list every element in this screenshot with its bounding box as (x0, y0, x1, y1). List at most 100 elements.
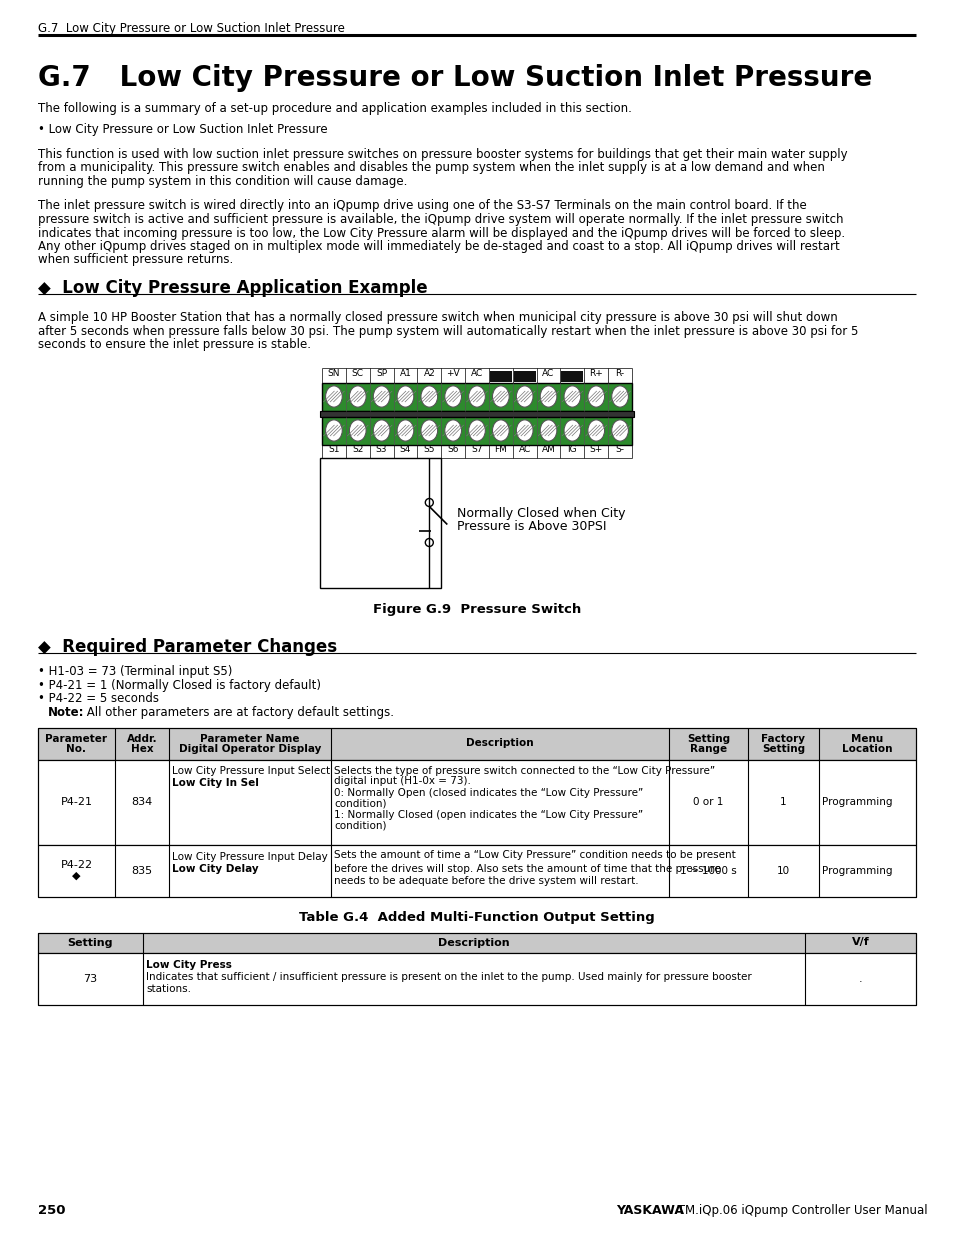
Text: Low City In Sel: Low City In Sel (172, 778, 258, 788)
Text: after 5 seconds when pressure falls below 30 psi. The pump system will automatic: after 5 seconds when pressure falls belo… (38, 325, 858, 337)
Text: This function is used with low suction inlet pressure switches on pressure boost: This function is used with low suction i… (38, 148, 846, 161)
Text: Low City Delay: Low City Delay (172, 864, 258, 874)
Ellipse shape (325, 385, 342, 408)
Text: S5: S5 (423, 445, 435, 453)
Ellipse shape (444, 420, 461, 441)
Text: pressure switch is active and sufficient pressure is available, the iQpump drive: pressure switch is active and sufficient… (38, 212, 842, 226)
Text: Menu: Menu (850, 734, 882, 743)
Text: 0: Normally Open (closed indicates the “Low City Pressure”: 0: Normally Open (closed indicates the “… (334, 788, 642, 798)
Text: S7: S7 (471, 445, 482, 453)
Text: FM: FM (494, 445, 507, 453)
Bar (38, 727, 915, 760)
Text: Description: Description (466, 739, 534, 748)
Text: Parameter: Parameter (46, 734, 108, 743)
Text: Indicates that sufficient / insufficient pressure is present on the inlet to the: Indicates that sufficient / insufficient… (146, 972, 751, 982)
Text: Range: Range (689, 743, 726, 753)
Text: seconds to ensure the inlet pressure is stable.: seconds to ensure the inlet pressure is … (38, 338, 311, 351)
Text: R-: R- (615, 369, 624, 378)
Ellipse shape (396, 385, 414, 408)
Circle shape (425, 538, 433, 547)
Text: 1: 1 (780, 797, 786, 806)
Text: AC: AC (518, 445, 530, 453)
Text: indicates that incoming pressure is too low, the Low City Pressure alarm will be: indicates that incoming pressure is too … (38, 226, 844, 240)
Text: when sufficient pressure returns.: when sufficient pressure returns. (38, 253, 233, 267)
Ellipse shape (444, 385, 461, 408)
Text: Factory: Factory (760, 734, 804, 743)
Text: R+: R+ (589, 369, 602, 378)
Ellipse shape (539, 385, 557, 408)
Text: A1: A1 (399, 369, 411, 378)
Circle shape (425, 499, 433, 506)
Text: Low City Press: Low City Press (146, 960, 232, 969)
Text: P4-21: P4-21 (60, 797, 92, 806)
Text: Sets the amount of time a “Low City Pressure” condition needs to be present: Sets the amount of time a “Low City Pres… (334, 851, 735, 861)
Text: Parameter Name: Parameter Name (200, 734, 299, 743)
Text: A2: A2 (423, 369, 435, 378)
Text: 834: 834 (132, 797, 152, 806)
Bar (322, 416, 631, 445)
Text: Low City Pressure Input Select: Low City Pressure Input Select (172, 766, 330, 776)
Text: from a municipality. This pressure switch enables and disables the pump system w: from a municipality. This pressure switc… (38, 162, 824, 174)
Text: A simple 10 HP Booster Station that has a normally closed pressure switch when m: A simple 10 HP Booster Station that has … (38, 311, 837, 324)
Text: Setting: Setting (761, 743, 804, 753)
Text: Hex: Hex (131, 743, 153, 753)
Text: +V: +V (446, 369, 459, 378)
Ellipse shape (587, 385, 604, 408)
Text: • P4-22 = 5 seconds: • P4-22 = 5 seconds (38, 693, 159, 705)
Text: S3: S3 (375, 445, 387, 453)
Text: condition): condition) (334, 799, 386, 809)
Text: S2: S2 (352, 445, 363, 453)
Ellipse shape (325, 420, 342, 441)
Text: Any other iQpump drives staged on in multiplex mode will immediately be de-stage: Any other iQpump drives staged on in mul… (38, 240, 839, 253)
Text: Normally Closed when City: Normally Closed when City (456, 506, 625, 520)
Text: Programming: Programming (821, 797, 892, 806)
Text: Setting: Setting (68, 937, 113, 947)
Text: SN: SN (327, 369, 340, 378)
Text: S+: S+ (589, 445, 602, 453)
Text: Setting: Setting (686, 734, 729, 743)
Text: G.7   Low City Pressure or Low Suction Inlet Pressure: G.7 Low City Pressure or Low Suction Inl… (38, 64, 871, 91)
Text: 835: 835 (132, 866, 152, 876)
Ellipse shape (563, 385, 580, 408)
Bar (319, 410, 634, 416)
Text: before the drives will stop. Also sets the amount of time that the pressure: before the drives will stop. Also sets t… (334, 863, 720, 873)
Text: All other parameters are at factory default settings.: All other parameters are at factory defa… (83, 706, 394, 719)
Text: • Low City Pressure or Low Suction Inlet Pressure: • Low City Pressure or Low Suction Inlet… (38, 124, 327, 137)
Ellipse shape (492, 420, 509, 441)
Text: S6: S6 (447, 445, 458, 453)
Text: 250: 250 (38, 1204, 66, 1216)
Ellipse shape (587, 420, 604, 441)
Ellipse shape (349, 385, 366, 408)
Bar (38, 952, 915, 1004)
Bar (38, 845, 915, 897)
Text: Selects the type of pressure switch connected to the “Low City Pressure”: Selects the type of pressure switch conn… (334, 766, 715, 776)
Ellipse shape (539, 420, 557, 441)
Text: ◆  Low City Pressure Application Example: ◆ Low City Pressure Application Example (38, 279, 427, 296)
Text: P4-22: P4-22 (60, 861, 92, 871)
Text: digital input (H1-0x = 73).: digital input (H1-0x = 73). (334, 777, 471, 787)
Text: ◆  Required Parameter Changes: ◆ Required Parameter Changes (38, 637, 336, 656)
Text: AM: AM (541, 445, 555, 453)
Text: Figure G.9  Pressure Switch: Figure G.9 Pressure Switch (373, 604, 580, 616)
Bar (514, 370, 535, 382)
Bar (38, 932, 915, 952)
Text: stations.: stations. (146, 983, 191, 993)
Text: No.: No. (67, 743, 87, 753)
Text: SP: SP (375, 369, 387, 378)
Ellipse shape (396, 420, 414, 441)
Ellipse shape (420, 385, 437, 408)
Ellipse shape (516, 385, 533, 408)
Text: V/f: V/f (851, 937, 868, 947)
Ellipse shape (373, 420, 390, 441)
Text: • H1-03 = 73 (Terminal input S5): • H1-03 = 73 (Terminal input S5) (38, 666, 233, 678)
Text: Description: Description (437, 937, 509, 947)
Text: AC: AC (542, 369, 554, 378)
Ellipse shape (492, 385, 509, 408)
Bar (322, 383, 631, 410)
Bar (38, 760, 915, 845)
Text: S-: S- (615, 445, 624, 453)
Ellipse shape (468, 385, 485, 408)
Text: YASKAWA: YASKAWA (616, 1204, 683, 1216)
Bar (490, 370, 511, 382)
Text: 1 ~ 1000 s: 1 ~ 1000 s (679, 866, 736, 876)
